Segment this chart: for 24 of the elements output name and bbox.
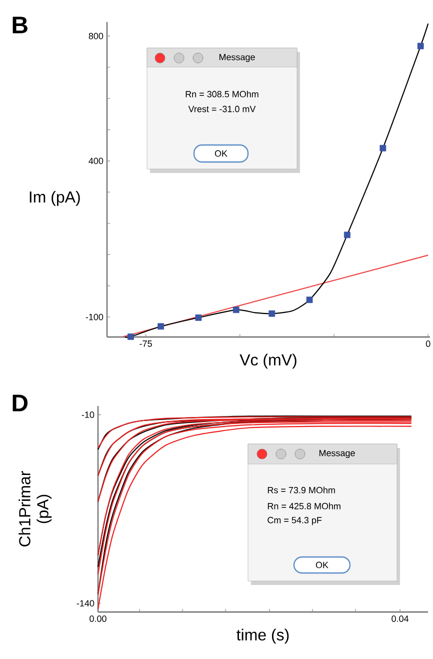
x-axis-title: Vc (mV): [240, 354, 296, 369]
annotation: OK: [316, 562, 328, 568]
x-tick-label: 0.00: [90, 616, 106, 622]
text: B: [12, 16, 28, 34]
x-tick-label: -75: [140, 340, 152, 347]
y-tick-label: 800: [88, 32, 104, 40]
x-tick-label: 0.04: [392, 616, 409, 622]
annotation: Rn = 308.5 MOhm: [186, 90, 258, 98]
y-axis-title: Ch1Primar (pA): [18, 471, 52, 546]
y-tick-label: -10: [82, 412, 94, 418]
x-axis-title: time (s): [236, 628, 289, 644]
annotation: Message: [319, 450, 355, 458]
y-tick-label: -140: [76, 600, 94, 606]
annotation: Cm = 54.3 pF: [268, 516, 322, 526]
y-tick-label: 400: [88, 158, 104, 164]
text: D: [12, 394, 28, 412]
annotation: OK: [214, 150, 228, 157]
x-tick-label: 0: [426, 340, 430, 347]
annotation: Vrest = -31.0 mV: [188, 106, 256, 112]
annotation: Rs = 73.9 MOhm: [268, 486, 335, 494]
annotation: Message: [219, 54, 255, 62]
annotation: Rn = 425.8 MOhm: [268, 502, 340, 510]
y-tick-label: -100: [86, 314, 104, 320]
y-axis-title: Im (pA): [30, 190, 80, 206]
